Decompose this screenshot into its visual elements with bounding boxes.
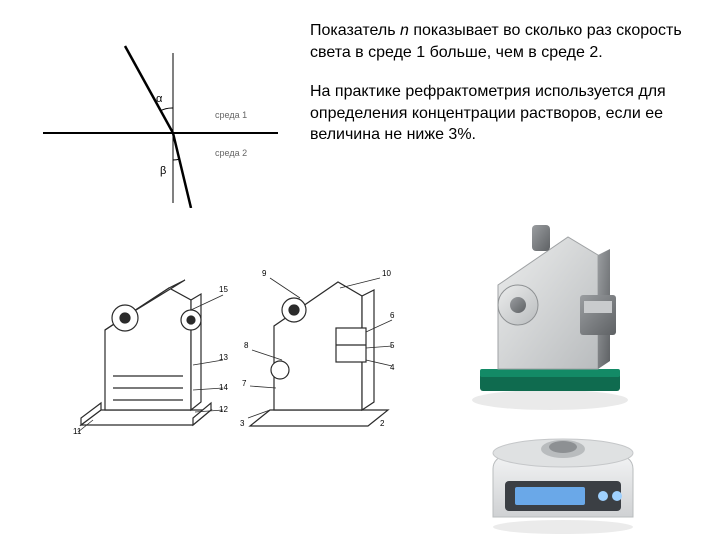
- svg-text:среда 2: среда 2: [215, 148, 247, 158]
- para1-pre: Показатель: [310, 22, 400, 39]
- svg-text:8: 8: [244, 341, 249, 350]
- svg-text:10: 10: [382, 269, 391, 278]
- svg-text:2: 2: [380, 419, 385, 428]
- svg-text:среда 1: среда 1: [215, 110, 247, 120]
- svg-text:12: 12: [219, 405, 228, 414]
- schematic-left-svg: 15 13 14 12 11: [73, 260, 228, 435]
- refraction-diagram: α β среда 1 среда 2: [33, 38, 288, 208]
- svg-text:β: β: [160, 165, 166, 177]
- svg-text:5: 5: [390, 341, 395, 350]
- body-text: Показатель n показывает во сколько раз с…: [310, 20, 690, 146]
- paragraph-2: На практике рефрактометрия используется …: [310, 81, 690, 146]
- svg-text:13: 13: [219, 353, 228, 362]
- schematic-refractometer-left: 15 13 14 12 11: [73, 260, 228, 435]
- schematic-right-svg: 9 10 6 5 4 8 7 3 2: [240, 258, 400, 438]
- digital-svg: [475, 425, 650, 535]
- svg-text:α: α: [156, 93, 163, 105]
- svg-text:6: 6: [390, 311, 395, 320]
- abbe-refractometer: [440, 215, 645, 415]
- abbe-svg: [440, 215, 645, 415]
- digital-refractometer: [475, 425, 650, 535]
- svg-text:3: 3: [240, 419, 245, 428]
- svg-text:9: 9: [262, 269, 267, 278]
- svg-text:15: 15: [219, 285, 228, 294]
- refraction-svg: α β среда 1 среда 2: [33, 38, 288, 208]
- svg-text:7: 7: [242, 379, 247, 388]
- svg-text:4: 4: [390, 363, 395, 372]
- para1-n: n: [400, 22, 409, 39]
- schematic-refractometer-right: 9 10 6 5 4 8 7 3 2: [240, 258, 400, 438]
- svg-text:11: 11: [73, 427, 82, 435]
- svg-text:14: 14: [219, 383, 228, 392]
- paragraph-1: Показатель n показывает во сколько раз с…: [310, 20, 690, 63]
